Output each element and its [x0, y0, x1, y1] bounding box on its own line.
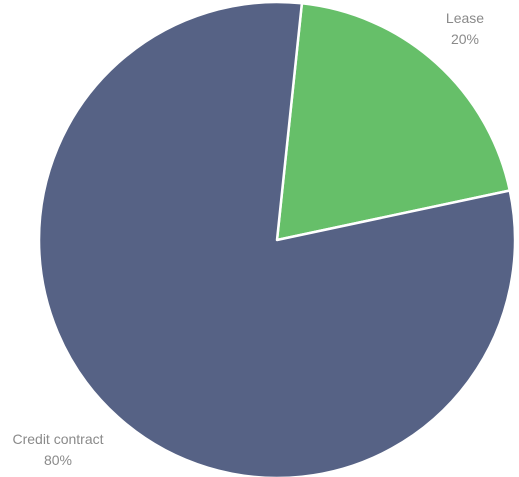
- pie-slice-lease: [275, 2, 512, 242]
- pie-slice-credit-contract: [37, 0, 517, 477]
